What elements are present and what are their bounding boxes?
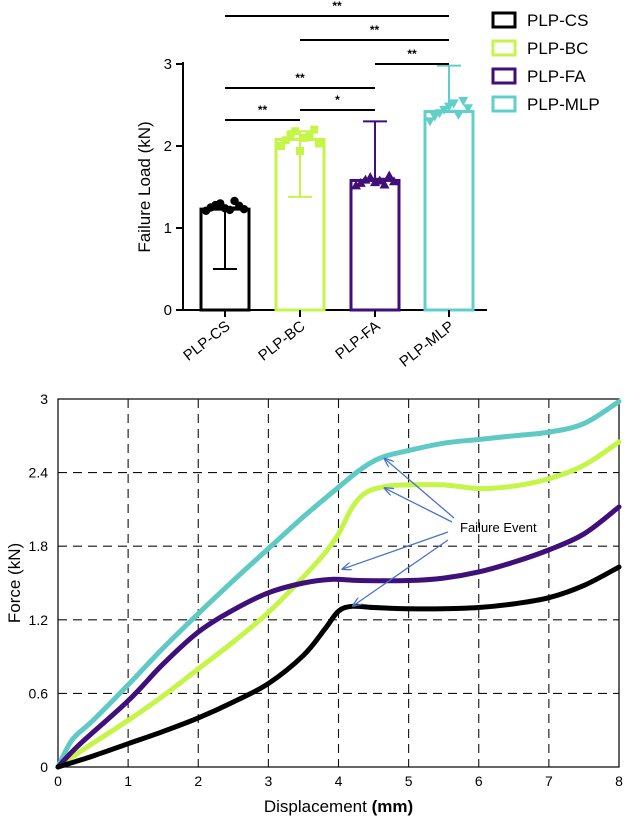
x-tick-label: 5 [405,773,413,789]
failure-event-arrow [385,459,455,519]
x-tick-label: PLP-CS [180,318,233,365]
data-point [384,170,395,180]
data-point [300,133,309,142]
y-tick-label: 1 [164,220,172,237]
failure-event-label: Failure Event [460,520,537,535]
data-point [310,125,319,134]
legend-label: PLP-FA [527,67,586,86]
data-point [291,127,300,136]
failure-event-arrow [385,488,453,523]
data-point [286,130,295,139]
x-tick-label: 3 [264,773,272,789]
significance-label: ** [258,103,268,117]
y-tick-label: 0 [40,759,48,775]
data-point [296,146,304,155]
legend-swatch [491,67,517,85]
legend-label: PLP-CS [527,11,588,30]
data-point [453,110,464,120]
x-tick-label: 4 [335,773,343,789]
x-tick-label: 6 [475,773,483,789]
y-tick-label: 3 [40,391,48,407]
data-point [305,132,314,141]
failure-event-arrow [353,539,449,606]
data-point [439,105,450,115]
data-point [444,102,454,112]
data-point [434,109,445,119]
data-point [429,112,440,122]
data-point [448,99,459,109]
data-point [351,180,361,190]
data-point [379,179,390,189]
legend-swatch [491,39,517,57]
data-point [389,176,399,186]
y-tick-label: 0.6 [29,685,49,701]
x-tick-label: 8 [615,773,623,789]
y-tick-label: 2.4 [29,465,49,481]
legend-label: PLP-BC [527,39,588,58]
x-axis-title-text: Displacement [264,797,372,816]
series-line-plp-bc [55,439,622,770]
significance-label: * [335,93,340,107]
x-tick-label: 0 [54,773,62,789]
series-line-plp-cs [55,564,622,770]
bar-plp-mlp [423,110,475,312]
x-tick-label: PLP-BC [255,318,308,365]
x-tick-label: 7 [545,773,553,789]
data-point [355,177,366,187]
series-line-plp-fa [55,504,622,770]
significance-label: ** [332,0,342,13]
failure-load-bar-chart: 0 1 2 3 Failure Load (kN) PLP-CS PLP-BC PLP-FA P… [135,0,600,371]
y-axis-title: Failure Load (kN) [135,121,154,252]
data-point [425,117,435,127]
data-point [360,174,371,184]
data-point [281,136,290,145]
y-tick-label: 1.8 [29,538,49,554]
x-tick-label: PLP-FA [332,318,383,363]
y-tick-label: 1.2 [29,612,49,628]
data-point [463,104,473,114]
data-point [225,205,234,215]
x-tick-label: 1 [124,773,132,789]
data-point [374,175,385,185]
data-point [458,96,469,106]
force-displacement-line-chart: 0 1 2 3 4 5 6 7 8 0 0.6 1.2 1.8 2.4 3 Displacement (mm)… [5,391,623,816]
x-axis-title: Displacement (mm) [264,797,413,816]
legend-swatch [491,95,517,113]
y-axis-title: Force (kN) [5,543,24,623]
legend-label: PLP-MLP [527,95,600,114]
significance-label: ** [370,23,380,37]
data-point [315,139,323,148]
bar-plp-fa [349,178,401,312]
failure-event-arrow [343,531,449,569]
significance-label: ** [407,47,417,61]
y-tick-label: 3 [164,56,172,73]
data-point [365,172,376,182]
legend-swatch [491,11,517,29]
data-point [277,142,285,150]
x-tick-label: PLP-MLP [396,318,457,371]
x-axis-title-unit: (mm) [372,797,414,816]
y-tick-label: 2 [164,138,172,155]
series-line-plp-mlp [55,398,622,770]
y-tick-label: 0 [164,302,172,319]
x-tick-label: 2 [194,773,202,789]
significance-label: ** [295,71,305,85]
data-point [239,204,249,214]
